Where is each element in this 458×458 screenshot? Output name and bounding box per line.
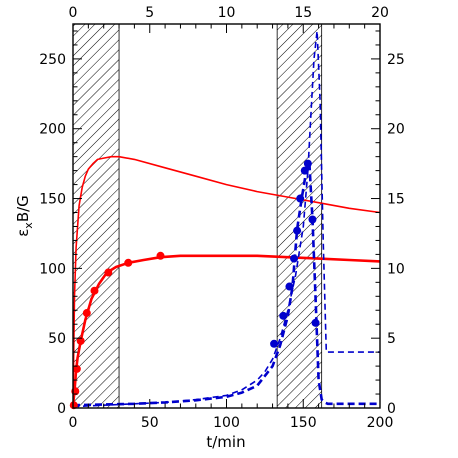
data-point-s3-4: [76, 336, 85, 345]
x2-tick-label: 10: [218, 5, 236, 21]
y-tick-label: 100: [39, 261, 66, 277]
data-point-s6-5: [293, 226, 302, 235]
series-line-1: [73, 155, 380, 408]
y-axis-title: εxB/G: [14, 195, 35, 237]
data-point-s3-3: [72, 364, 81, 373]
axis-ticks: [72, 24, 381, 409]
data-point-s6-2: [279, 311, 288, 320]
shaded-regions: [72, 23, 323, 409]
data-point-s3-9: [156, 251, 165, 260]
x2-tick-label: 15: [294, 5, 312, 21]
y2-tick-label: 25: [387, 52, 405, 68]
y2-tick-label: 10: [387, 261, 405, 277]
x2-tick-label: 5: [145, 5, 154, 21]
data-point-s3-8: [124, 258, 133, 267]
data-point-s6-9: [308, 215, 317, 224]
x2-tick-label: 0: [69, 5, 78, 21]
data-point-s3-7: [104, 268, 113, 277]
y-axis-title-subscript: x: [22, 222, 35, 229]
y-tick-label: 200: [39, 122, 66, 138]
x-axis-title: t/min: [206, 433, 245, 451]
data-point-s6-10: [311, 318, 320, 327]
data-point-s6-1: [270, 339, 279, 348]
y2-tick-label: 5: [387, 331, 396, 347]
data-point-s3-5: [82, 309, 91, 318]
data-point-s6-6: [296, 194, 305, 203]
y-axis-title-rest: B/G: [14, 195, 32, 222]
data-point-s6-7: [300, 166, 309, 175]
x-tick-label: 200: [367, 415, 394, 431]
y-tick-label: 150: [39, 192, 66, 208]
y2-tick-label: 15: [387, 192, 405, 208]
x2-tick-label: 20: [371, 5, 389, 21]
data-point-s6-4: [290, 254, 299, 263]
y2-tick-label: 20: [387, 122, 405, 138]
x-tick-label: 150: [290, 415, 317, 431]
x-tick-label: 50: [141, 415, 159, 431]
x-tick-label: 0: [69, 415, 78, 431]
y-axis-title-base: ε: [14, 229, 32, 237]
data-point-s6-3: [285, 282, 294, 291]
series-line-5: [73, 162, 380, 407]
y2-tick-label: 0: [387, 401, 396, 417]
data-point-s3-1: [69, 401, 78, 410]
y-tick-label: 50: [48, 331, 66, 347]
x-tick-label: 100: [213, 415, 240, 431]
y-tick-label: 250: [39, 52, 66, 68]
data-point-s3-6: [90, 286, 99, 295]
data-point-s6-8: [303, 159, 312, 168]
y-tick-label: 0: [57, 401, 66, 417]
